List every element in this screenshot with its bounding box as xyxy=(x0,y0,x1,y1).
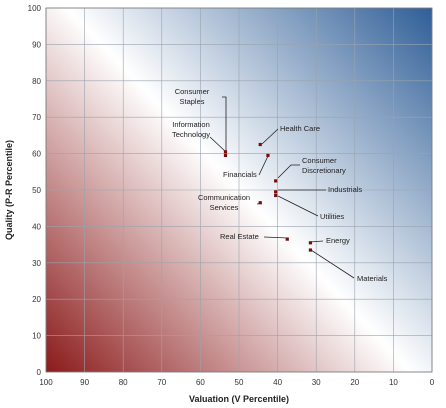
plot-border xyxy=(45,7,433,373)
point-label: Information Technology xyxy=(172,120,210,139)
point-label: Consumer Staples xyxy=(175,87,210,106)
leader-line xyxy=(261,128,279,145)
leader-line xyxy=(209,136,227,153)
data-point xyxy=(223,153,228,158)
point-label: Consumer Discretionary xyxy=(302,156,346,175)
y-tick-label: 100 xyxy=(28,4,42,13)
leader-line xyxy=(222,96,227,150)
data-point xyxy=(274,193,278,198)
point-label: Industrials xyxy=(328,185,362,194)
x-axis-title: Valuation (V Percentile) xyxy=(189,394,289,404)
data-point xyxy=(258,201,262,205)
leader-line xyxy=(309,240,324,243)
y-axis-title: Quality (P-R Percentile) xyxy=(4,140,14,240)
x-tick-label: 0 xyxy=(430,378,435,387)
point-label: Utilities xyxy=(320,212,344,221)
x-tick-label: 100 xyxy=(39,378,53,387)
x-tick-labels: 100 90 80 70 60 50 40 30 20 10 0 xyxy=(39,378,434,387)
leader-line xyxy=(310,249,355,279)
y-tick-label: 60 xyxy=(32,150,41,159)
point-label: Financials xyxy=(223,170,257,179)
point-label: Energy xyxy=(326,236,350,245)
x-tick-label: 60 xyxy=(196,378,205,387)
x-tick-label: 20 xyxy=(350,378,359,387)
y-tick-label: 40 xyxy=(32,222,41,231)
data-point xyxy=(258,142,262,147)
leader-line xyxy=(277,164,300,179)
y-tick-label: 80 xyxy=(32,77,41,86)
data-point xyxy=(285,237,289,241)
y-tick-label: 90 xyxy=(32,40,41,49)
y-tick-label: 30 xyxy=(32,259,41,268)
data-point xyxy=(223,150,228,154)
y-tick-labels: 0 10 20 30 40 50 60 70 80 90 100 xyxy=(28,4,42,377)
point-labels: Consumer Staples Information Technology Heal… xyxy=(172,87,388,283)
x-tick-label: 90 xyxy=(80,378,89,387)
x-tick-label: 30 xyxy=(312,378,321,387)
x-tick-label: 70 xyxy=(157,378,166,387)
x-tick-label: 50 xyxy=(235,378,244,387)
point-label: Materials xyxy=(357,274,388,283)
x-tick-label: 40 xyxy=(273,378,282,387)
point-label: Communication Services xyxy=(198,193,250,212)
y-tick-label: 70 xyxy=(32,113,41,122)
data-point xyxy=(274,179,278,183)
y-tick-label: 50 xyxy=(32,186,41,195)
data-point xyxy=(308,241,313,245)
data-point xyxy=(266,153,270,158)
data-points xyxy=(223,142,313,252)
y-tick-label: 0 xyxy=(37,368,42,377)
y-tick-label: 10 xyxy=(32,332,41,341)
leader-lines xyxy=(209,96,355,279)
point-label: Health Care xyxy=(280,124,320,133)
y-tick-label: 20 xyxy=(32,295,41,304)
data-point xyxy=(308,248,313,252)
data-point xyxy=(274,190,278,194)
x-tick-label: 80 xyxy=(119,378,128,387)
leader-line xyxy=(258,155,269,176)
leader-line xyxy=(263,236,289,239)
x-tick-label: 10 xyxy=(389,378,398,387)
leader-line xyxy=(277,195,319,217)
point-label: Real Estate xyxy=(220,232,259,241)
